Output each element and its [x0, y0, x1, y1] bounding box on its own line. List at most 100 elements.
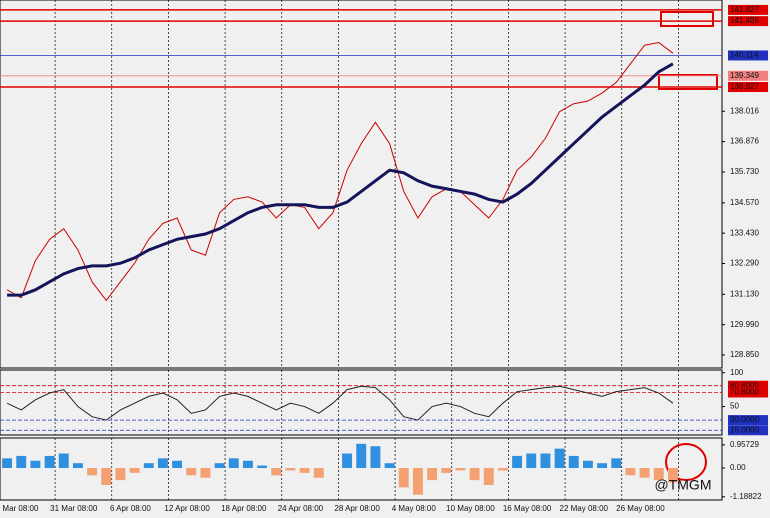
bar	[554, 448, 565, 469]
bar	[143, 463, 154, 469]
x-tick-label: 12 Apr 08:00	[164, 504, 210, 513]
level-label: 80.8000	[730, 381, 759, 390]
x-tick-label: 22 May 08:00	[560, 504, 609, 513]
bar	[44, 455, 55, 469]
bar	[370, 446, 381, 469]
watermark: @TMGM	[655, 477, 712, 493]
x-tick-label: 31 Mar 08:00	[50, 504, 98, 513]
level-label: 141.827	[730, 5, 759, 14]
bar	[2, 458, 13, 469]
level-label-bg	[728, 387, 768, 398]
bar	[568, 455, 579, 469]
bar	[512, 455, 523, 469]
annotation-box	[660, 11, 714, 27]
level-label-bg	[728, 425, 768, 436]
bar	[30, 460, 41, 469]
bar	[87, 468, 98, 476]
y-tick-label: 138.016	[730, 106, 759, 115]
bar	[214, 463, 225, 469]
bar	[271, 468, 282, 476]
bar	[115, 468, 126, 481]
bar	[200, 468, 211, 478]
bar	[469, 468, 480, 481]
bar	[228, 458, 239, 469]
bar	[667, 468, 678, 483]
bar	[455, 468, 466, 471]
annotation-box	[658, 74, 718, 90]
bar	[653, 468, 664, 481]
x-tick-label: 24 Apr 08:00	[278, 504, 324, 513]
level-label: 30.0000	[730, 415, 759, 424]
y-tick-label: 134.570	[730, 198, 759, 207]
bar	[398, 468, 409, 488]
level-label-bg	[728, 82, 768, 93]
level-label-bg	[728, 16, 768, 27]
series-line	[6, 42, 674, 302]
x-tick-label: 10 May 08:00	[446, 504, 495, 513]
y-tick-label: 135.730	[730, 167, 759, 176]
x-tick-label: 4 May 08:00	[392, 504, 437, 513]
bar	[497, 468, 508, 471]
annotation-circle	[665, 443, 707, 481]
bar	[257, 465, 268, 469]
x-tick-label: 26 May 08:00	[616, 504, 665, 513]
y-tick-label: -1.18822	[730, 492, 762, 501]
bar	[285, 468, 296, 471]
y-tick-label: 100	[730, 368, 744, 377]
level-label: 138.927	[730, 82, 759, 91]
bar	[101, 468, 112, 485]
level-label: 141.405	[730, 16, 759, 25]
bar	[441, 468, 452, 473]
y-tick-label: 128.850	[730, 350, 759, 359]
level-label: 15.0000	[730, 425, 759, 434]
bar	[172, 460, 183, 469]
y-tick-label: 133.430	[730, 228, 759, 237]
bar	[16, 455, 27, 469]
bar	[356, 443, 367, 469]
bar	[157, 458, 168, 469]
y-tick-label: 131.130	[730, 289, 759, 298]
y-tick-label: 129.990	[730, 320, 759, 329]
bar	[242, 460, 253, 469]
bar	[58, 453, 69, 469]
level-label-bg	[728, 415, 768, 426]
rsi-panel	[0, 369, 723, 436]
x-tick-label: 7 Mar 08:00	[0, 504, 39, 513]
bar	[526, 453, 537, 469]
bar	[299, 468, 310, 473]
x-tick-label: 6 Apr 08:00	[110, 504, 151, 513]
y-tick-label: 50	[730, 402, 739, 411]
bar	[72, 463, 83, 469]
bar	[384, 463, 395, 469]
level-label: 140.114	[730, 51, 759, 60]
series-line	[6, 385, 674, 421]
level-label: 70.8000	[730, 388, 759, 397]
bar	[540, 453, 551, 469]
bar	[412, 468, 423, 495]
bar	[483, 468, 494, 485]
bar	[342, 453, 353, 469]
x-tick-label: 18 Apr 08:00	[221, 504, 267, 513]
bar	[611, 458, 622, 469]
y-tick-label: 0.95729	[730, 440, 759, 449]
bar	[427, 468, 438, 481]
level-label-bg	[728, 4, 768, 15]
level-label-bg	[728, 50, 768, 61]
bar	[597, 463, 608, 469]
bar	[639, 468, 650, 478]
series-line	[7, 62, 674, 297]
level-label-bg	[728, 70, 768, 81]
y-tick-label: 132.290	[730, 259, 759, 268]
level-label-bg	[728, 380, 768, 391]
bar	[625, 468, 636, 476]
level-label: 139.349	[730, 71, 759, 80]
y-tick-label: 0.00	[730, 463, 746, 472]
price-panel	[0, 0, 723, 369]
bar	[129, 468, 140, 473]
y-tick-label: 136.876	[730, 137, 759, 146]
bar	[313, 468, 324, 478]
bar	[582, 460, 593, 469]
x-tick-label: 16 May 08:00	[503, 504, 552, 513]
bar	[186, 468, 197, 476]
